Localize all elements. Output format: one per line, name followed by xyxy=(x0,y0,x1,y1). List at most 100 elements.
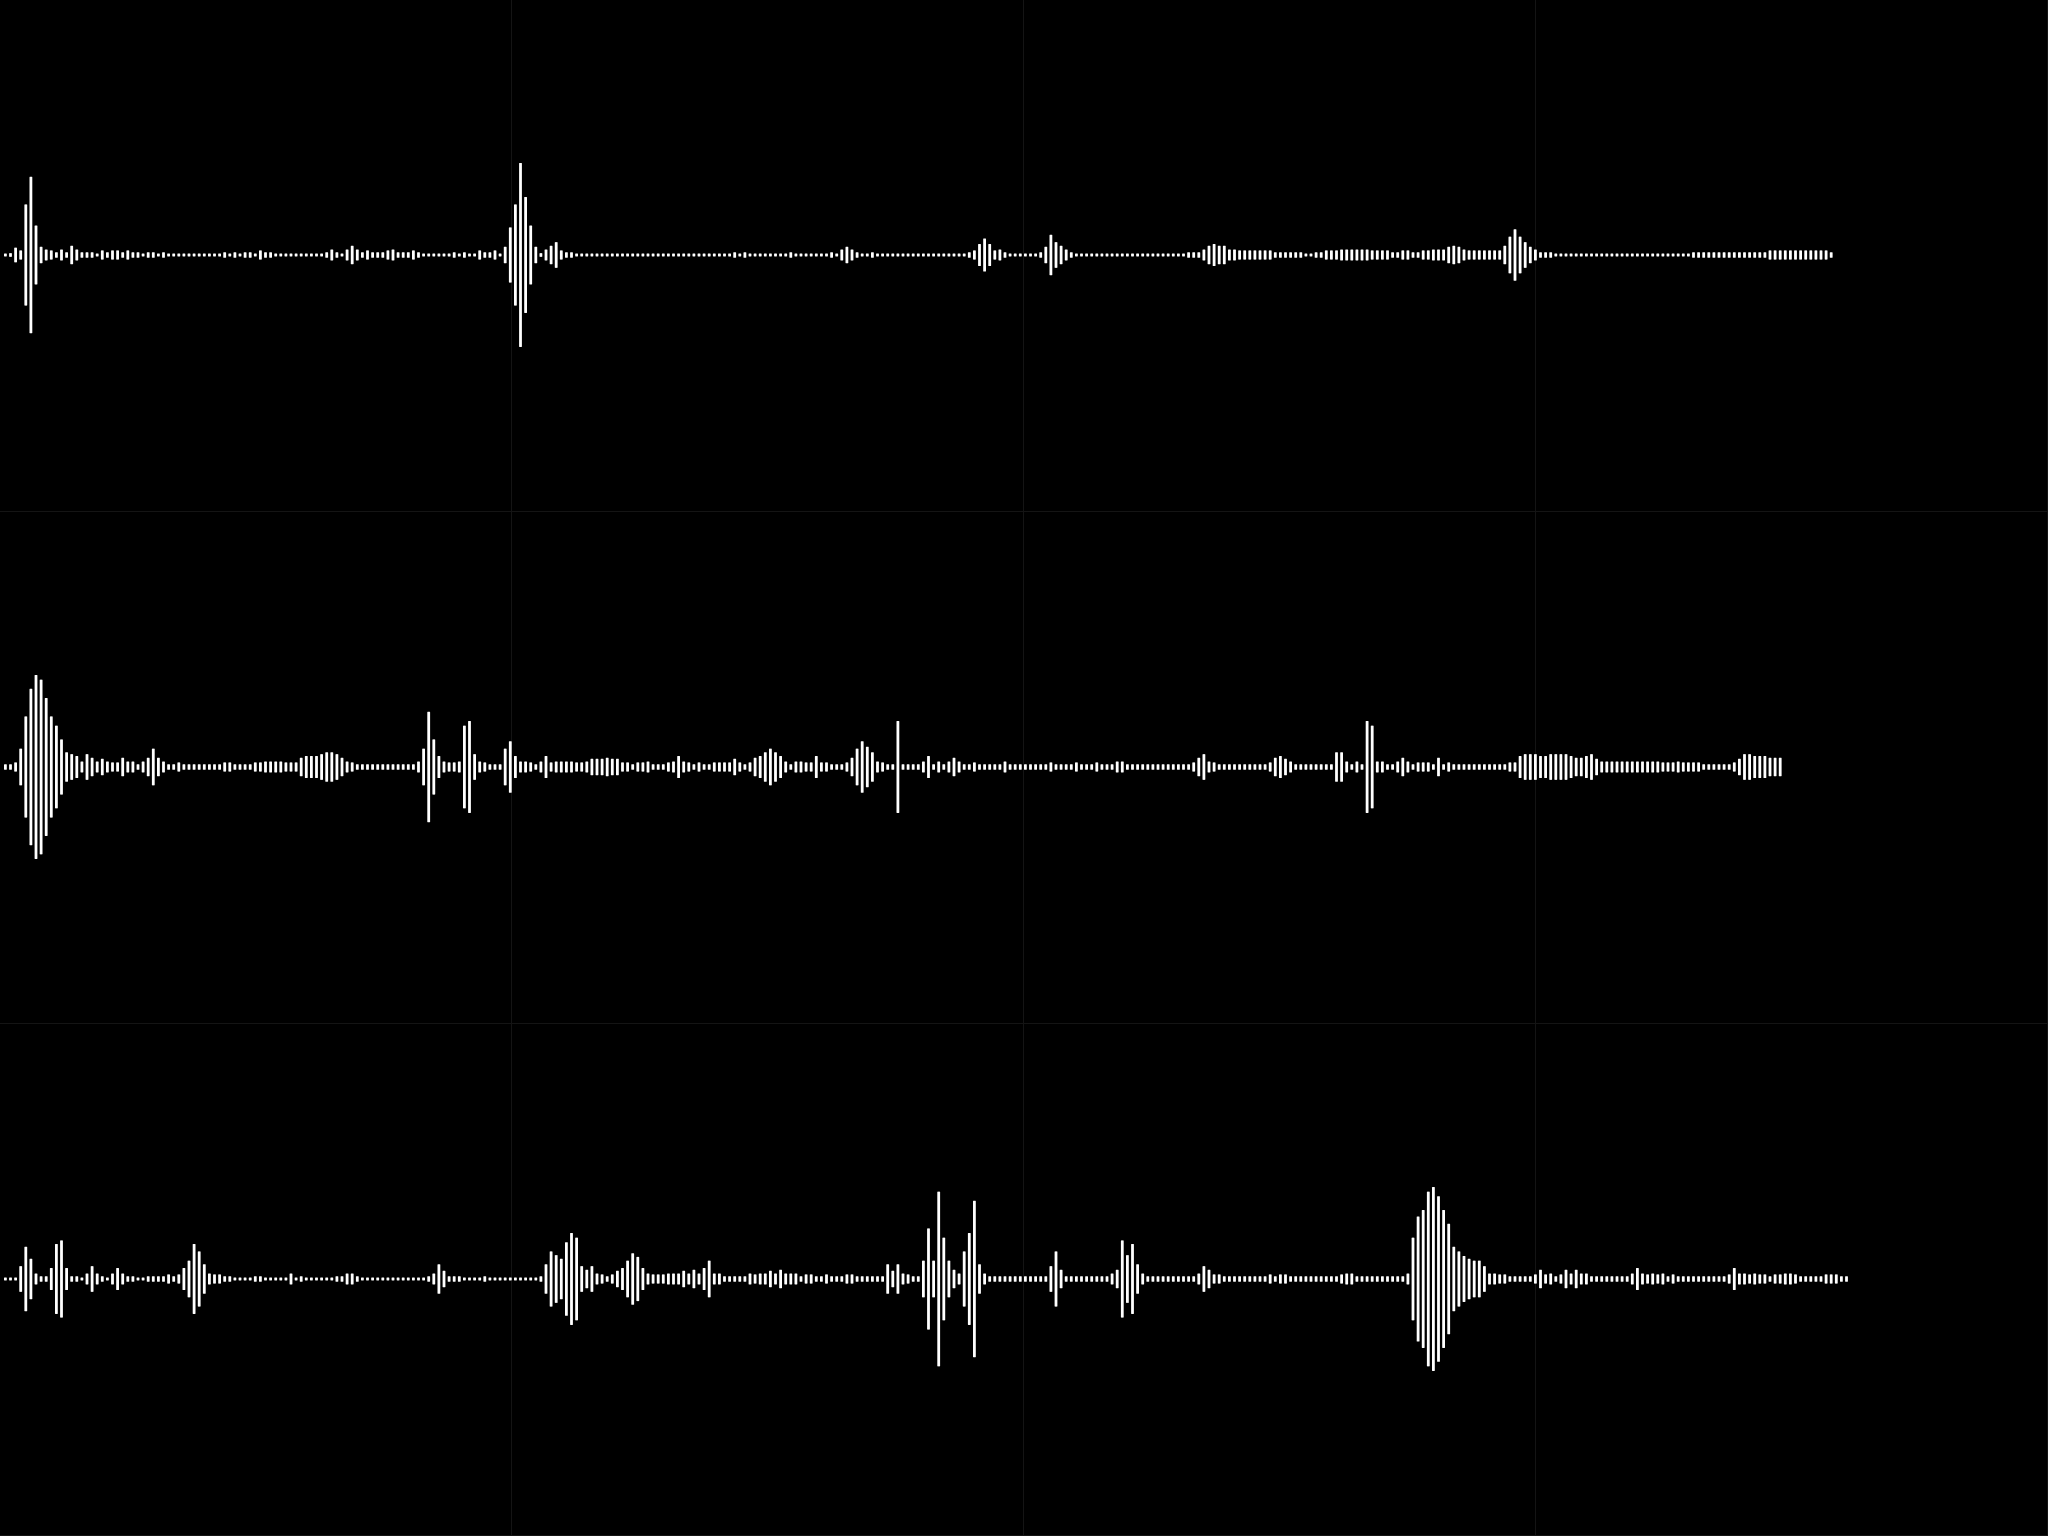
waveform-bar xyxy=(799,761,803,773)
waveform-bar xyxy=(1651,1273,1655,1285)
waveform-bar xyxy=(1100,253,1104,257)
waveform-bar xyxy=(1702,1276,1706,1282)
waveform-bar xyxy=(1595,253,1598,257)
waveform-bar xyxy=(973,250,976,260)
waveform-bar xyxy=(1590,253,1593,257)
waveform-bar xyxy=(631,1253,635,1305)
waveform-bar xyxy=(1187,252,1190,258)
waveform-bar xyxy=(1034,1276,1037,1282)
waveform-bar xyxy=(417,1277,420,1281)
waveform-bar xyxy=(677,1273,680,1285)
waveform-bar xyxy=(753,253,757,257)
waveform-bar xyxy=(605,253,609,257)
waveform-bar xyxy=(1411,1237,1415,1321)
waveform-bar xyxy=(814,755,818,779)
waveform-bar xyxy=(1034,764,1037,770)
waveform-bar xyxy=(70,245,74,265)
waveform-bar xyxy=(14,1277,17,1281)
waveform-bar xyxy=(1146,253,1150,257)
waveform-bar xyxy=(840,249,844,261)
waveform-bar xyxy=(243,764,247,770)
waveform-bar xyxy=(1013,764,1017,770)
waveform-bar xyxy=(406,252,410,258)
waveform-bar xyxy=(1773,250,1777,260)
waveform-bar xyxy=(871,752,874,782)
waveform-bar xyxy=(1579,1273,1583,1285)
waveform-bar xyxy=(855,1276,859,1282)
waveform-bar xyxy=(1569,755,1573,779)
waveform-bar xyxy=(1330,1276,1333,1282)
waveform-bar xyxy=(809,762,813,772)
waveform-bar xyxy=(1013,1276,1017,1282)
waveform-bar xyxy=(957,761,961,773)
waveform-bar xyxy=(774,253,777,257)
waveform-bar xyxy=(682,253,686,257)
waveform-bar xyxy=(1738,1273,1741,1285)
waveform-bar xyxy=(1319,1276,1323,1282)
waveform-bar xyxy=(1029,253,1032,257)
waveform-bar xyxy=(70,754,74,780)
waveform-bar xyxy=(626,762,629,772)
waveform-bar xyxy=(1299,1276,1303,1282)
waveform-bar xyxy=(529,762,533,772)
waveform-bar xyxy=(911,1276,915,1282)
waveform-bar xyxy=(692,253,696,257)
waveform-bar xyxy=(600,1274,604,1284)
waveform-bar xyxy=(1452,1246,1456,1312)
waveform-bar xyxy=(554,1255,558,1303)
waveform-bar xyxy=(1697,1276,1700,1282)
waveform-bar xyxy=(514,204,517,306)
waveform-bar xyxy=(361,1277,364,1281)
waveform-bar xyxy=(906,764,910,770)
waveform-bar xyxy=(95,253,99,257)
waveform-bar xyxy=(1222,1276,1226,1282)
waveform-bar xyxy=(1559,253,1563,257)
waveform-bar xyxy=(1707,1276,1711,1282)
waveform-bar xyxy=(814,253,818,257)
waveform-bar xyxy=(1350,249,1354,261)
waveform-bar xyxy=(14,762,17,772)
waveform-bar xyxy=(1248,250,1252,260)
waveform-bar xyxy=(794,761,798,773)
waveform-bar xyxy=(1391,252,1394,258)
waveform-bar xyxy=(197,253,201,257)
waveform-bar xyxy=(1044,1276,1048,1282)
waveform-bar xyxy=(1493,250,1496,260)
waveform-bar xyxy=(279,1277,283,1281)
waveform-bar xyxy=(325,752,329,782)
waveform-bar xyxy=(978,1264,981,1294)
waveform-bar xyxy=(1646,1274,1649,1284)
waveform-bar xyxy=(1029,1276,1032,1282)
waveform-bar xyxy=(80,1277,84,1281)
waveform-bar xyxy=(799,253,803,257)
waveform-bar xyxy=(412,764,415,770)
waveform-bar xyxy=(1585,1273,1588,1285)
waveform-bar xyxy=(1702,764,1706,770)
waveform-bar xyxy=(646,253,650,257)
waveform-bar xyxy=(667,1273,670,1285)
waveform-bar xyxy=(437,755,441,779)
waveform-bar xyxy=(1233,764,1236,770)
waveform-bar xyxy=(1432,1187,1435,1371)
waveform-bar xyxy=(1574,253,1578,257)
waveform-bar xyxy=(1406,250,1410,260)
waveform-bar xyxy=(661,253,665,257)
waveform-bar xyxy=(891,764,895,770)
waveform-bar xyxy=(534,764,538,770)
waveform-bar xyxy=(1008,1276,1012,1282)
waveform-bar xyxy=(1437,757,1440,777)
waveform-bar xyxy=(871,1276,874,1282)
waveform-bar xyxy=(1763,1274,1767,1284)
waveform-bar xyxy=(636,1256,640,1302)
waveform-bar xyxy=(1518,236,1522,274)
grid-cell-r1-c2 xyxy=(512,0,1024,512)
waveform-bar xyxy=(391,764,395,770)
waveform-bar xyxy=(1090,764,1094,770)
waveform-bar xyxy=(396,1277,400,1281)
waveform-bar xyxy=(1406,1273,1410,1285)
waveform-bar xyxy=(1279,755,1282,779)
waveform-bar xyxy=(452,762,456,772)
waveform-bar xyxy=(4,1277,7,1281)
waveform-bar xyxy=(1324,764,1328,770)
waveform-bar xyxy=(1549,754,1553,780)
